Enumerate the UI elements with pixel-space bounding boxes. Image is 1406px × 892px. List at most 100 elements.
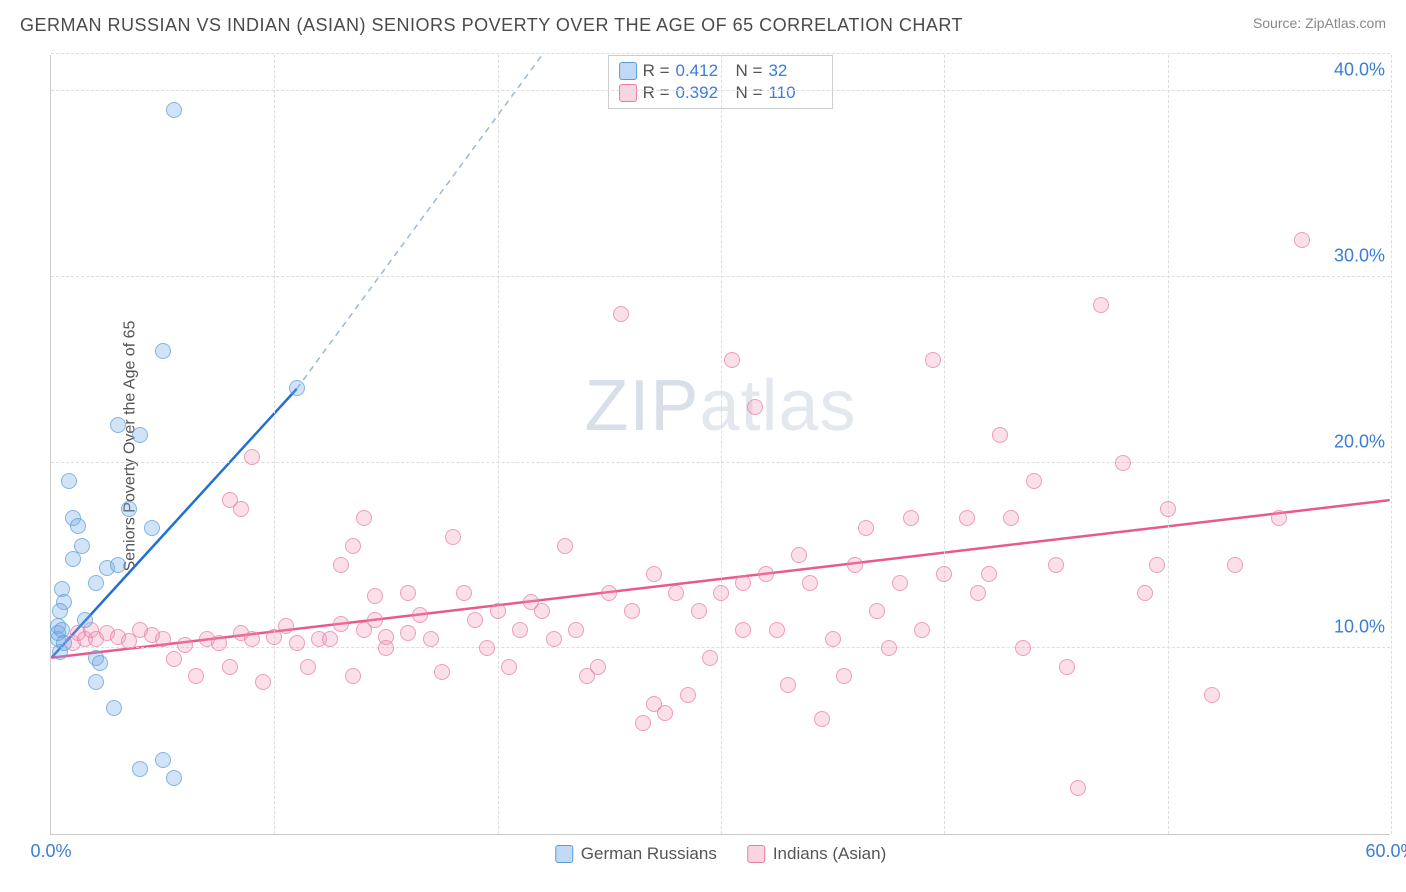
data-point (166, 102, 182, 118)
data-point (814, 711, 830, 727)
data-point (110, 417, 126, 433)
data-point (724, 352, 740, 368)
data-point (88, 674, 104, 690)
data-point (77, 612, 93, 628)
data-point (501, 659, 517, 675)
data-point (903, 510, 919, 526)
data-point (747, 399, 763, 415)
x-tick-label: 0.0% (30, 841, 71, 862)
data-point (166, 770, 182, 786)
data-point (456, 585, 472, 601)
data-point (1048, 557, 1064, 573)
data-point (858, 520, 874, 536)
data-point (869, 603, 885, 619)
data-point (847, 557, 863, 573)
data-point (970, 585, 986, 601)
data-point (88, 575, 104, 591)
legend-swatch (747, 845, 765, 863)
data-point (601, 585, 617, 601)
data-point (400, 585, 416, 601)
data-point (735, 575, 751, 591)
data-point (1015, 640, 1031, 656)
data-point (546, 631, 562, 647)
legend-series: German RussiansIndians (Asian) (555, 844, 886, 864)
data-point (1093, 297, 1109, 313)
data-point (333, 557, 349, 573)
data-point (758, 566, 774, 582)
data-point (624, 603, 640, 619)
data-point (132, 761, 148, 777)
y-tick-label: 10.0% (1334, 617, 1385, 638)
data-point (61, 473, 77, 489)
data-point (881, 640, 897, 656)
data-point (1204, 687, 1220, 703)
data-point (289, 635, 305, 651)
data-point (177, 637, 193, 653)
data-point (222, 659, 238, 675)
data-point (333, 616, 349, 632)
data-point (367, 588, 383, 604)
legend-label: Indians (Asian) (773, 844, 886, 864)
data-point (825, 631, 841, 647)
data-point (74, 538, 90, 554)
data-point (668, 585, 684, 601)
legend-swatch (555, 845, 573, 863)
data-point (244, 449, 260, 465)
data-point (479, 640, 495, 656)
data-point (378, 640, 394, 656)
data-point (289, 380, 305, 396)
data-point (1070, 780, 1086, 796)
data-point (423, 631, 439, 647)
data-point (646, 566, 662, 582)
data-point (657, 705, 673, 721)
data-point (780, 677, 796, 693)
data-point (92, 655, 108, 671)
data-point (300, 659, 316, 675)
data-point (1059, 659, 1075, 675)
data-point (52, 603, 68, 619)
data-point (1026, 473, 1042, 489)
legend-swatch (619, 62, 637, 80)
data-point (680, 687, 696, 703)
data-point (400, 625, 416, 641)
data-point (445, 529, 461, 545)
data-point (1271, 510, 1287, 526)
y-tick-label: 20.0% (1334, 431, 1385, 452)
data-point (1160, 501, 1176, 517)
data-point (367, 612, 383, 628)
data-point (836, 668, 852, 684)
data-point (121, 501, 137, 517)
data-point (691, 603, 707, 619)
data-point (490, 603, 506, 619)
chart-title: GERMAN RUSSIAN VS INDIAN (ASIAN) SENIORS… (20, 15, 963, 36)
data-point (356, 510, 372, 526)
chart-plot-area: ZIPatlas R = 0.412 N = 32 R = 0.392 N = … (50, 55, 1390, 835)
y-tick-label: 40.0% (1334, 60, 1385, 81)
data-point (132, 427, 148, 443)
data-point (1294, 232, 1310, 248)
data-point (892, 575, 908, 591)
data-point (735, 622, 751, 638)
data-point (1003, 510, 1019, 526)
data-point (981, 566, 997, 582)
legend-swatch (619, 84, 637, 102)
data-point (244, 631, 260, 647)
data-point (590, 659, 606, 675)
data-point (534, 603, 550, 619)
data-point (345, 538, 361, 554)
data-point (322, 631, 338, 647)
data-point (188, 668, 204, 684)
data-point (467, 612, 483, 628)
data-point (914, 622, 930, 638)
data-point (769, 622, 785, 638)
data-point (345, 668, 361, 684)
data-point (434, 664, 450, 680)
data-point (802, 575, 818, 591)
data-point (512, 622, 528, 638)
data-point (791, 547, 807, 563)
data-point (702, 650, 718, 666)
data-point (925, 352, 941, 368)
x-tick-label: 60.0% (1365, 841, 1406, 862)
data-point (155, 343, 171, 359)
data-point (144, 520, 160, 536)
